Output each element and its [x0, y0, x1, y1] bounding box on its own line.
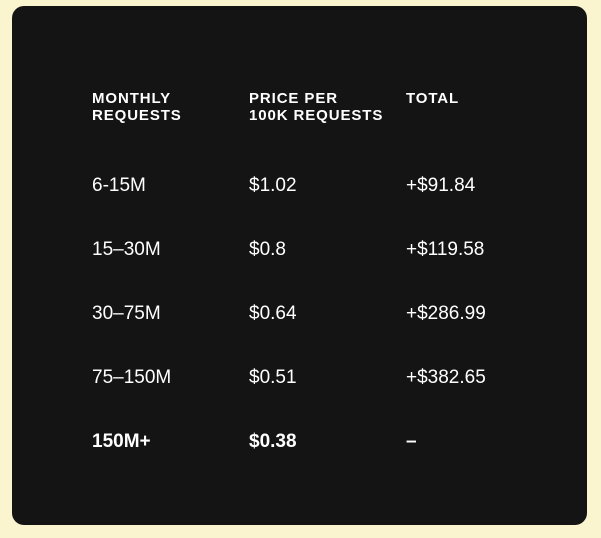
price-cell: $0.51	[249, 367, 297, 388]
table-header: MONTHLY REQUESTS PRICE PER 100K REQUESTS…	[92, 90, 562, 154]
total-cell: +$286.99	[406, 303, 486, 324]
pricing-card: MONTHLY REQUESTS PRICE PER 100K REQUESTS…	[12, 6, 587, 525]
pricing-table: MONTHLY REQUESTS PRICE PER 100K REQUESTS…	[92, 90, 562, 474]
table-row-highlight: 150M+ $0.38 –	[92, 410, 562, 474]
header-price-per-100k: PRICE PER 100K REQUESTS	[249, 90, 384, 124]
table-row: 15–30M $0.8 +$119.58	[92, 218, 562, 282]
header-monthly-requests: MONTHLY REQUESTS	[92, 90, 182, 124]
price-cell: $0.8	[249, 239, 286, 260]
table-row: 30–75M $0.64 +$286.99	[92, 282, 562, 346]
requests-cell: 6-15M	[92, 175, 146, 196]
requests-cell: 30–75M	[92, 303, 161, 324]
requests-cell: 150M+	[92, 431, 151, 452]
total-cell: –	[406, 431, 417, 452]
requests-cell: 75–150M	[92, 367, 172, 388]
header-total: TOTAL	[406, 90, 460, 107]
price-cell: $0.64	[249, 303, 297, 324]
price-cell: $0.38	[249, 431, 297, 452]
total-cell: +$119.58	[406, 239, 485, 260]
table-row: 6-15M $1.02 +$91.84	[92, 154, 562, 218]
total-cell: +$382.65	[406, 367, 486, 388]
total-cell: +$91.84	[406, 175, 476, 196]
requests-cell: 15–30M	[92, 239, 161, 260]
table-row: 75–150M $0.51 +$382.65	[92, 346, 562, 410]
price-cell: $1.02	[249, 175, 297, 196]
